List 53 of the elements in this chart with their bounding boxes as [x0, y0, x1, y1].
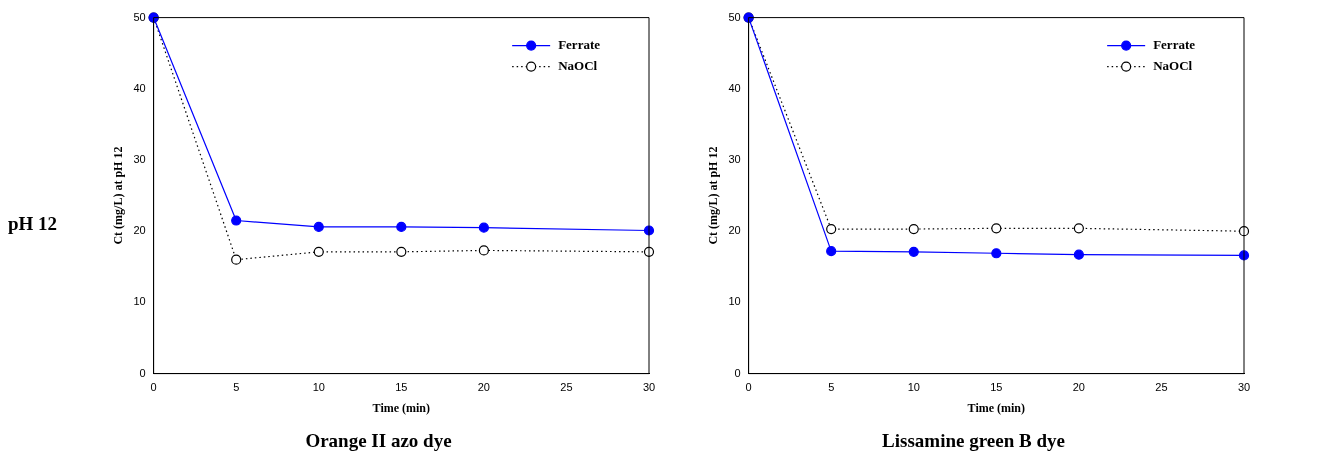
x-tick-label: 5 [233, 381, 240, 394]
x-tick-label: 20 [1072, 381, 1085, 394]
point [991, 223, 1002, 234]
point [991, 248, 1002, 259]
point [313, 221, 324, 233]
point [313, 246, 324, 257]
y-tick-label: 0 [734, 366, 741, 379]
y-axis-title: Ct (mg/L) at pH 12 [706, 146, 721, 245]
legend-label: Ferrate [558, 36, 601, 52]
x-tick-label: 30 [1237, 381, 1251, 394]
point [1073, 223, 1084, 234]
x-tick-label: 25 [560, 381, 573, 394]
point [478, 245, 489, 256]
y-tick-label: 50 [133, 10, 146, 23]
y-axis-title: Ct (mg/L) at pH 12 [111, 146, 126, 245]
y-tick-label: 0 [139, 366, 146, 379]
x-tick-label: 10 [312, 381, 325, 394]
point [1073, 249, 1084, 260]
x-tick-label: 0 [150, 381, 157, 394]
y-tick-label: 30 [133, 153, 146, 166]
point [231, 254, 242, 265]
legend-label: NaOCl [558, 57, 598, 73]
text: pH 12 [8, 213, 59, 235]
point [908, 246, 919, 257]
x-tick-label: 10 [907, 381, 920, 394]
x-tick-label: 25 [1155, 381, 1168, 394]
x-tick-label: 30 [642, 381, 656, 394]
legend-label: Ferrate [1153, 36, 1196, 52]
legend-label: NaOCl [1153, 57, 1193, 73]
x-tick-label: 5 [828, 381, 835, 394]
x-tick-label: 15 [395, 381, 408, 394]
point [826, 246, 837, 257]
x-axis-title: Time (min) [967, 401, 1026, 416]
x-tick-label: 20 [477, 381, 490, 394]
text: Lissamine green B dye [882, 429, 1065, 451]
point [826, 223, 837, 235]
y-tick-label: 20 [728, 224, 741, 237]
y-tick-label: 40 [133, 81, 146, 94]
text: Orange II azo dye [305, 429, 452, 451]
x-axis-title: Time (min) [372, 401, 431, 416]
y-tick-label: 10 [133, 295, 146, 308]
y-tick-label: 10 [728, 295, 741, 308]
y-tick-label: 20 [133, 224, 146, 237]
point [396, 221, 407, 233]
point [478, 222, 489, 233]
point [396, 246, 407, 257]
y-tick-label: 50 [728, 10, 741, 23]
point [231, 215, 242, 226]
x-tick-label: 15 [990, 381, 1003, 394]
x-tick-label: 0 [745, 381, 752, 394]
point [908, 223, 919, 235]
y-tick-label: 30 [728, 153, 741, 166]
y-tick-label: 40 [728, 81, 741, 94]
